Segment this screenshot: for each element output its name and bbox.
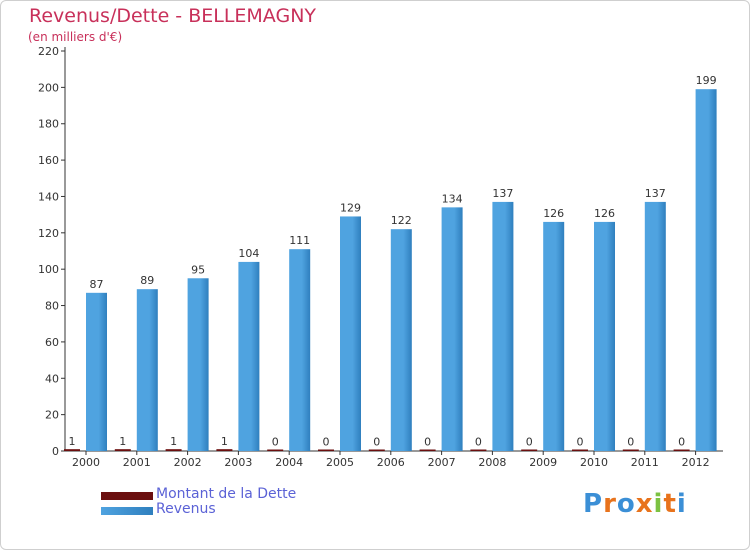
y-tick-label: 220 (38, 45, 59, 58)
revenue-bar (187, 278, 209, 451)
x-tick-label: 2000 (72, 456, 100, 469)
debt-bar (368, 449, 385, 451)
revenue-value-label: 129 (340, 201, 361, 214)
revenue-bar (340, 216, 361, 451)
debt-value-label: 0 (475, 436, 482, 449)
revenue-bar (289, 249, 311, 451)
proxiti-logo: Proxiti (583, 489, 687, 519)
debt-bar (267, 449, 284, 451)
logo-letter: P (583, 489, 604, 519)
x-tick-label: 2001 (123, 456, 151, 469)
y-tick-label: 160 (38, 154, 59, 167)
y-tick-label: 120 (38, 227, 59, 240)
logo-letter: t (663, 489, 677, 519)
revenue-value-label: 122 (391, 214, 412, 227)
legend-swatch-debt (101, 492, 153, 500)
legend-swatch-revenue (101, 507, 153, 515)
revenue-value-label: 199 (696, 74, 717, 87)
x-tick-label: 2005 (326, 456, 354, 469)
logo-letter: o (616, 489, 636, 519)
debt-bar (64, 449, 80, 451)
debt-value-label: 0 (627, 436, 634, 449)
x-tick-label: 2011 (631, 456, 659, 469)
legend-label-debt: Montant de la Dette (156, 486, 297, 502)
debt-bar (216, 449, 233, 451)
revenue-bar (492, 201, 514, 451)
y-tick-label: 20 (45, 409, 59, 422)
debt-bar (419, 449, 436, 451)
debt-bar (673, 449, 690, 451)
revenue-value-label: 87 (90, 278, 104, 291)
logo-letter: i (653, 489, 664, 519)
revenue-value-label: 126 (594, 207, 615, 220)
x-tick-label: 2008 (478, 456, 506, 469)
debt-value-label: 0 (577, 436, 584, 449)
y-tick-label: 0 (52, 445, 59, 458)
revenue-bar (136, 289, 158, 451)
logo-letter: r (603, 489, 617, 519)
debt-value-label: 0 (424, 436, 431, 449)
revenue-value-label: 95 (191, 263, 205, 276)
revenue-value-label: 111 (289, 234, 310, 247)
debt-bar (572, 449, 588, 451)
x-tick-label: 2006 (377, 456, 405, 469)
revenue-bar (86, 292, 107, 451)
x-tick-label: 2009 (529, 456, 557, 469)
logo-letter: i (676, 489, 687, 519)
x-tick-label: 2002 (174, 456, 202, 469)
revenue-value-label: 104 (238, 247, 259, 260)
chart-subtitle: (en milliers d'€) (28, 30, 123, 44)
x-tick-label: 2007 (428, 456, 456, 469)
debt-value-label: 0 (272, 436, 279, 449)
revenue-bar (543, 221, 565, 451)
revenue-value-label: 134 (442, 192, 463, 205)
chart-title: Revenus/Dette - BELLEMAGNY (29, 5, 317, 27)
x-tick-label: 2004 (275, 456, 303, 469)
debt-bar (622, 449, 639, 451)
revenue-value-label: 126 (543, 207, 564, 220)
debt-value-label: 1 (221, 435, 228, 448)
y-tick-label: 140 (38, 190, 59, 203)
y-tick-label: 60 (45, 336, 59, 349)
x-tick-label: 2012 (682, 456, 710, 469)
revenue-value-label: 137 (492, 187, 513, 200)
debt-bar (521, 449, 538, 451)
debt-bar (470, 449, 487, 451)
x-tick-label: 2010 (580, 456, 608, 469)
revenue-bar (695, 89, 717, 451)
x-tick-label: 2003 (224, 456, 252, 469)
debt-value-label: 1 (69, 435, 76, 448)
y-tick-label: 180 (38, 118, 59, 131)
revenue-bar (390, 229, 412, 451)
debt-value-label: 0 (323, 436, 330, 449)
revenue-value-label: 137 (645, 187, 666, 200)
y-tick-label: 40 (45, 372, 59, 385)
y-tick-label: 200 (38, 81, 59, 94)
debt-value-label: 0 (678, 436, 685, 449)
debt-bar (114, 449, 131, 451)
logo-letter: x (635, 489, 654, 519)
debt-value-label: 0 (526, 436, 533, 449)
revenue-bar (644, 201, 666, 451)
debt-bar (318, 449, 334, 451)
debt-value-label: 1 (119, 435, 126, 448)
y-tick-label: 100 (38, 263, 59, 276)
legend-label-revenue: Revenus (156, 501, 216, 517)
revenue-bar (594, 221, 615, 451)
y-tick-label: 80 (45, 300, 59, 313)
revenue-bar (238, 261, 260, 451)
revenue-value-label: 89 (140, 274, 154, 287)
debt-bar (165, 449, 182, 451)
revenue-bar (441, 207, 463, 451)
debt-value-label: 1 (170, 435, 177, 448)
debt-value-label: 0 (373, 436, 380, 449)
